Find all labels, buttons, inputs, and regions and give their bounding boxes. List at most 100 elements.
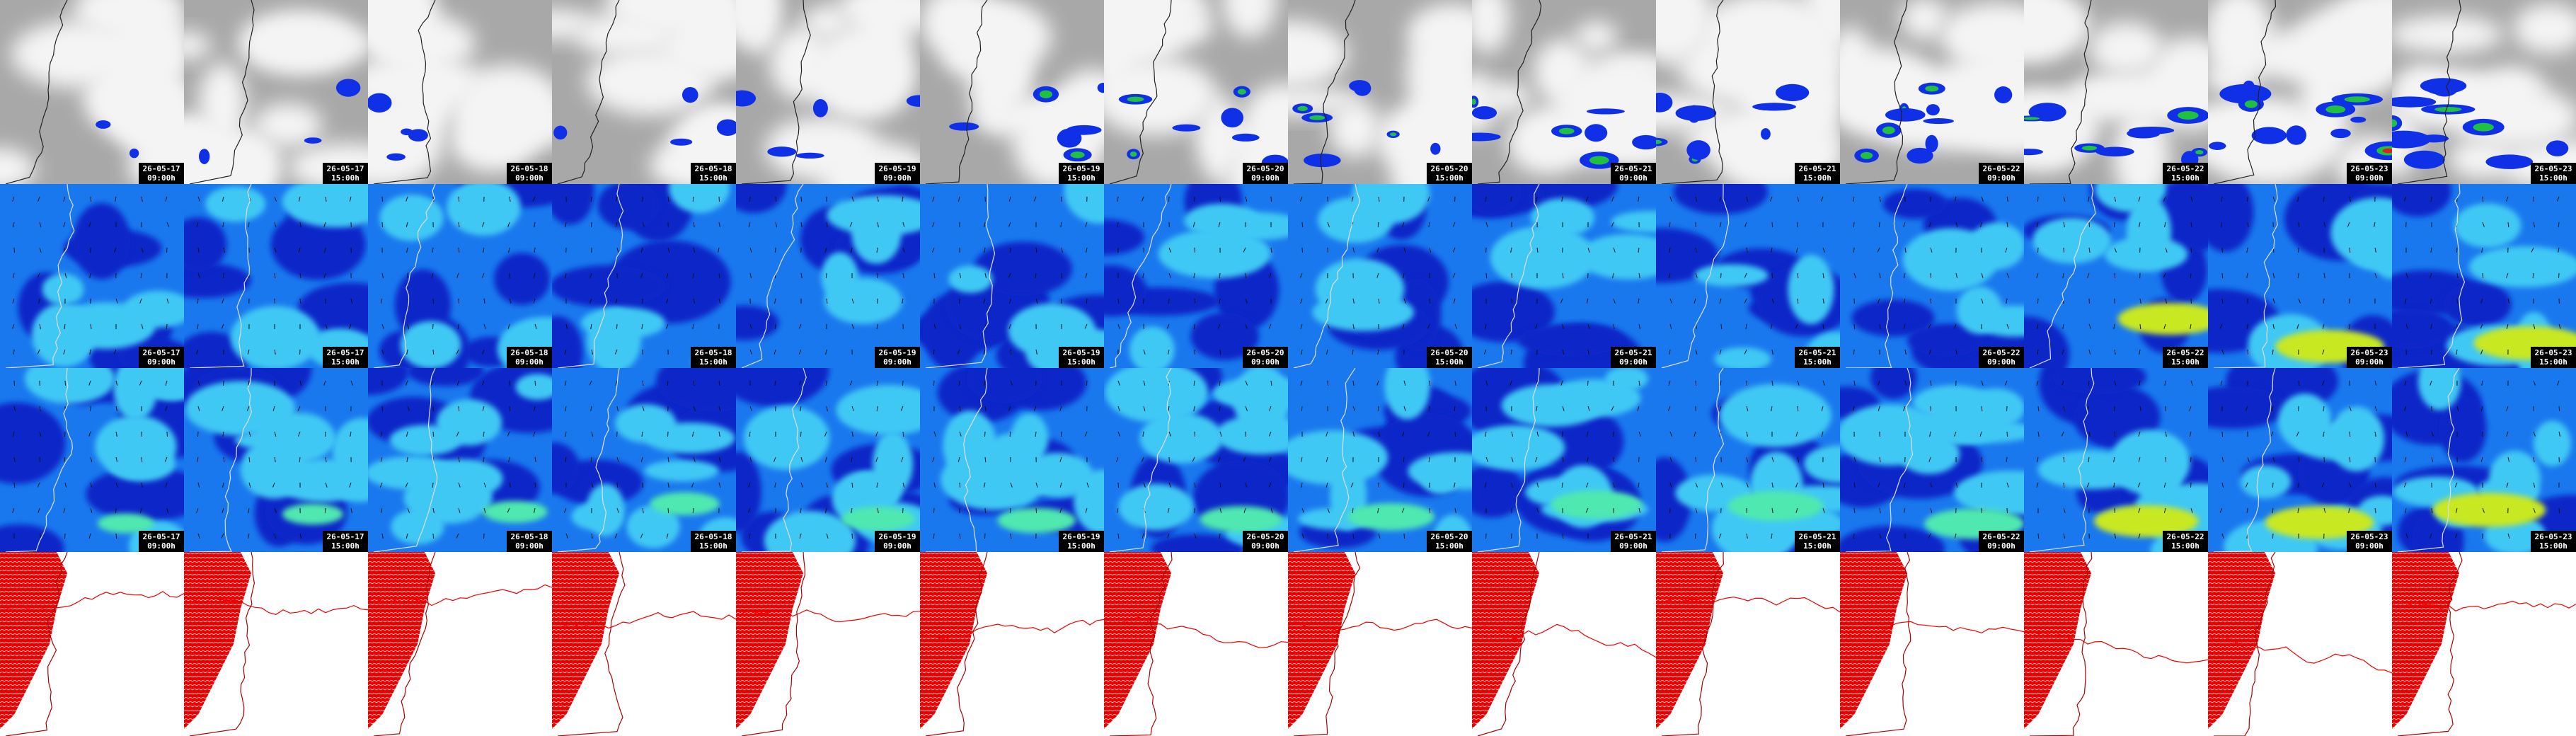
cloud — [253, 103, 323, 147]
wind-arrow — [1719, 349, 1722, 355]
wind-arrow — [2062, 323, 2064, 329]
wind-arrow — [2533, 380, 2536, 386]
wind-arrow — [1352, 431, 1355, 437]
cloud — [1599, 53, 1656, 84]
wind-arrow — [616, 507, 619, 513]
rain-blob — [670, 138, 693, 146]
cloud — [451, 113, 533, 172]
wind-arrow — [1194, 533, 1197, 539]
field-light — [2330, 197, 2392, 268]
wind-arrow — [824, 456, 827, 462]
wind-arrow — [666, 533, 669, 539]
wind-arrow — [88, 533, 91, 539]
time-label: 09:00h — [1251, 173, 1280, 183]
contour-fill — [1656, 552, 1723, 729]
field-light — [827, 195, 920, 236]
coastline — [557, 552, 626, 736]
field-dark — [1851, 299, 1935, 337]
wind-arrow — [1301, 406, 1303, 412]
contour-line — [2392, 600, 2576, 612]
wind-arrow — [876, 247, 878, 253]
wind-arrow — [1403, 406, 1406, 411]
wind-arrow — [139, 380, 142, 386]
label-box — [691, 347, 736, 368]
field-light — [1719, 384, 1832, 448]
label-box — [507, 531, 552, 552]
wind-arrow — [348, 323, 352, 329]
wind-arrow — [197, 482, 200, 488]
wind-arrow — [641, 431, 643, 437]
wind-arrow — [1903, 406, 1906, 411]
wind-arrow — [1485, 222, 1488, 227]
wind-arrow — [1117, 533, 1120, 539]
wind-arrow — [272, 406, 275, 411]
wind-arrow — [1853, 507, 1856, 514]
wind-arrow — [642, 406, 645, 411]
wind-arrow — [1955, 482, 1958, 488]
wind-arrow — [115, 431, 117, 437]
wind-arrow — [2063, 196, 2066, 202]
wind-arrow — [1485, 323, 1487, 329]
field-dark — [2443, 281, 2512, 328]
field-dark — [552, 442, 580, 494]
wind-arrow — [1217, 456, 1221, 462]
wind-arrow — [666, 298, 669, 304]
wind-arrow — [1427, 323, 1430, 329]
rain-blob — [1994, 86, 2013, 104]
wind-arrow — [380, 431, 383, 437]
wind-arrow — [616, 482, 619, 488]
wind-arrow — [1669, 456, 1672, 462]
wind-arrow — [405, 380, 408, 386]
wind-arrow — [2507, 298, 2510, 304]
date-label: 26-05-17 — [327, 348, 364, 357]
tile-content — [1472, 552, 1656, 736]
tile-content — [1288, 184, 1472, 368]
wind-arrow — [718, 247, 720, 253]
tile-content — [368, 184, 552, 368]
wind-arrow — [1853, 482, 1856, 488]
date-label: 26-05-17 — [327, 532, 364, 541]
wind-arrow — [851, 431, 853, 437]
wind-arrow — [2272, 349, 2274, 355]
rain-core — [1925, 86, 1939, 92]
wind-arrow — [1720, 380, 1722, 386]
wind-arrow — [248, 431, 251, 437]
field-dark — [736, 305, 779, 340]
wind-arrow — [824, 247, 827, 253]
wind-arrow — [38, 298, 40, 304]
field-light — [1578, 234, 1656, 280]
wind-arrow — [851, 406, 854, 411]
cloud — [1575, 21, 1618, 53]
time-label: 09:00h — [147, 541, 176, 551]
rain-blob — [2546, 140, 2569, 156]
wind-arrow — [2247, 456, 2250, 462]
wind-arrow — [851, 323, 854, 329]
wind-arrow — [614, 349, 618, 355]
wind-arrow — [272, 482, 275, 488]
wind-arrow — [248, 507, 250, 513]
coastline — [557, 0, 620, 184]
wind-arrow — [299, 272, 301, 278]
wind-arrow — [1511, 456, 1514, 462]
date-label: 26-05-23 — [2351, 348, 2388, 357]
wind-arrow — [590, 222, 592, 228]
rain-core — [1656, 139, 1662, 144]
field-dark — [184, 263, 251, 299]
wind-arrow — [933, 507, 935, 514]
rain-blob — [2095, 146, 2134, 157]
wind-arrow — [902, 272, 904, 278]
wind-arrow — [1327, 222, 1330, 227]
contour-line — [2208, 635, 2392, 674]
wind-arrow — [2163, 507, 2166, 513]
wind-arrow — [2533, 507, 2536, 513]
wind-arrow — [1219, 380, 1221, 386]
wind-arrow — [564, 349, 567, 355]
wind-arrow — [959, 272, 962, 278]
field-strong — [1727, 491, 1824, 521]
tile-content — [2208, 368, 2392, 552]
wind-arrow — [1746, 196, 1749, 202]
wind-arrow — [1143, 482, 1146, 488]
